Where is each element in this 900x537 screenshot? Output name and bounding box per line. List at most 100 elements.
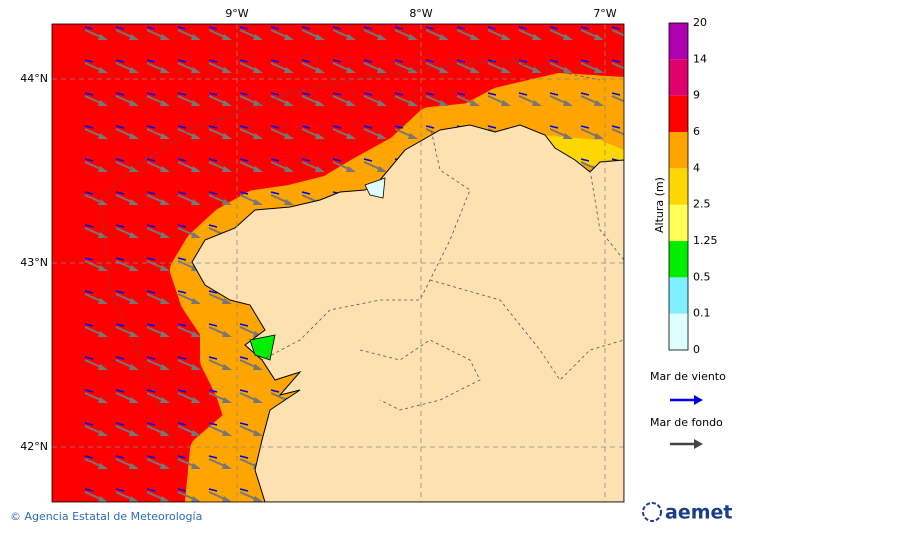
wind-arrow bbox=[115, 488, 125, 492]
wind-arrow bbox=[208, 92, 218, 96]
swell-arrow-head bbox=[98, 298, 108, 304]
wind-arrow bbox=[549, 59, 559, 63]
swell-arrow-head bbox=[625, 232, 635, 238]
swell-arrow bbox=[611, 29, 624, 37]
swell-arrow-head bbox=[284, 166, 294, 172]
swell-arrow-head bbox=[222, 496, 232, 502]
colorbar-segment bbox=[669, 313, 688, 350]
land bbox=[191, 124, 624, 502]
wind-arrow bbox=[208, 125, 218, 129]
wind-arrow bbox=[239, 455, 249, 459]
colorbar-label: 9 bbox=[693, 89, 700, 102]
swell-arrow-head bbox=[253, 199, 263, 205]
wind-arrow bbox=[456, 59, 466, 63]
wind-arrow bbox=[84, 290, 94, 294]
swell-arrow-head bbox=[594, 100, 604, 106]
colorbar-label: 14 bbox=[693, 52, 707, 65]
wind-arrow bbox=[115, 191, 125, 195]
wind-arrow bbox=[177, 422, 187, 426]
wind-arrow bbox=[177, 455, 187, 459]
colorbar-frame bbox=[668, 22, 689, 351]
footer-credit: © Agencia Estatal de Meteorología bbox=[10, 510, 202, 523]
wind-arrow bbox=[115, 389, 125, 393]
swell-arrow-head bbox=[160, 397, 170, 403]
lon-label: 8°W bbox=[409, 7, 432, 20]
wind-arrow bbox=[177, 488, 187, 492]
swell-arrow-head bbox=[129, 232, 139, 238]
swell-arrow-head bbox=[98, 265, 108, 271]
wind-arrow bbox=[518, 59, 528, 63]
swell-arrow-head bbox=[439, 100, 449, 106]
swell-arrow-head bbox=[98, 463, 108, 469]
wind-arrow bbox=[487, 92, 497, 96]
wind-arrow bbox=[363, 92, 373, 96]
swell-arrow-head bbox=[222, 397, 232, 403]
swell-arrow-head bbox=[222, 430, 232, 436]
wind-arrow bbox=[363, 26, 373, 30]
swell-arrow-head bbox=[222, 364, 232, 370]
swell-arrow-head bbox=[160, 430, 170, 436]
swell-arrow-head bbox=[594, 133, 604, 139]
wind-arrow bbox=[332, 158, 342, 162]
wind-arrow bbox=[177, 158, 187, 162]
swell-arrow-head bbox=[129, 100, 139, 106]
wind-arrow bbox=[518, 92, 528, 96]
swell-arrow-head bbox=[191, 298, 201, 304]
swell-arrow-head bbox=[98, 67, 108, 73]
wind-arrow bbox=[270, 389, 280, 393]
swell-arrow-head bbox=[346, 34, 356, 40]
wind-arrow bbox=[146, 422, 156, 426]
lon-label: 9°W bbox=[225, 7, 248, 20]
swell-arrow-head bbox=[222, 100, 232, 106]
wind-arrow bbox=[177, 323, 187, 327]
wind-arrow bbox=[425, 26, 435, 30]
swell-arrow-head bbox=[625, 331, 635, 337]
swell-arrow-head bbox=[98, 34, 108, 40]
swell-arrow-head bbox=[284, 67, 294, 73]
swell-arrow-head bbox=[284, 133, 294, 139]
wind-arrow bbox=[425, 92, 435, 96]
wind-arrow bbox=[239, 356, 249, 360]
swell-arrow bbox=[611, 128, 624, 136]
swell-arrow-head bbox=[315, 100, 325, 106]
swell-arrow-head bbox=[160, 298, 170, 304]
lat-label: 44°N bbox=[20, 72, 48, 85]
wind-arrow bbox=[270, 158, 280, 162]
wind-arrow bbox=[487, 26, 497, 30]
wind-arrow bbox=[84, 257, 94, 261]
wind-arrow bbox=[177, 224, 187, 228]
swell-arrow-head bbox=[625, 397, 635, 403]
colorbar-label: 2.5 bbox=[693, 198, 711, 211]
wind-arrow bbox=[177, 26, 187, 30]
swell-arrow-head bbox=[191, 364, 201, 370]
colorbar-segment bbox=[669, 132, 688, 169]
swell-arrow-head bbox=[222, 166, 232, 172]
lon-label: 7°W bbox=[593, 7, 616, 20]
swell-arrow-head bbox=[160, 100, 170, 106]
wind-arrow bbox=[208, 356, 218, 360]
wind-arrow bbox=[115, 422, 125, 426]
swell-arrow-head bbox=[129, 199, 139, 205]
swell-arrow-head bbox=[346, 100, 356, 106]
wind-arrow bbox=[177, 59, 187, 63]
wind-arrow bbox=[239, 59, 249, 63]
swell-arrow-head bbox=[563, 100, 573, 106]
wind-arrow bbox=[394, 26, 404, 30]
swell-arrow-head bbox=[129, 166, 139, 172]
legend-label: Mar de viento bbox=[650, 370, 726, 383]
wind-arrow bbox=[177, 92, 187, 96]
swell-arrow-head bbox=[625, 496, 635, 502]
swell-arrow-head bbox=[253, 166, 263, 172]
wind-arrow bbox=[84, 488, 94, 492]
colorbar-label: 6 bbox=[693, 125, 700, 138]
swell-arrow-head bbox=[129, 463, 139, 469]
wind-arrow bbox=[84, 389, 94, 393]
wind-arrow bbox=[84, 191, 94, 195]
wind-arrow bbox=[115, 92, 125, 96]
wind-arrow bbox=[332, 59, 342, 63]
swell-arrow-head bbox=[346, 67, 356, 73]
wind-arrow bbox=[270, 191, 280, 195]
wind-arrow bbox=[84, 224, 94, 228]
swell-arrow-head bbox=[160, 34, 170, 40]
borders bbox=[99, 59, 624, 471]
